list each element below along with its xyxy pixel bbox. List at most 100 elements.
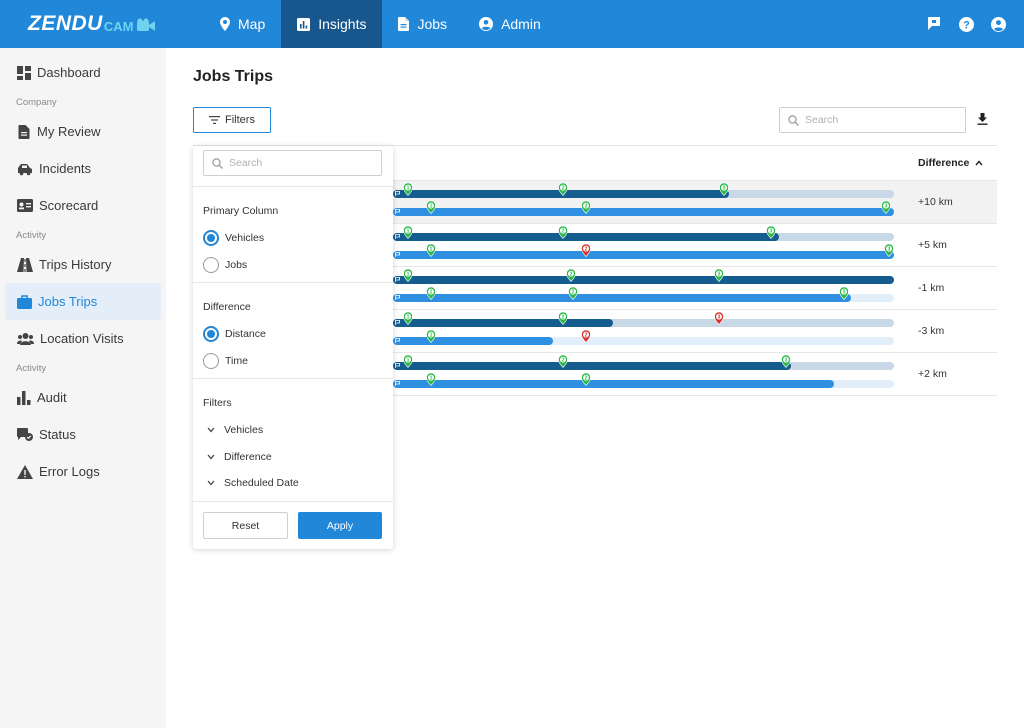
stop-marker-icon[interactable]: 1 xyxy=(425,201,436,214)
radio-vehicles[interactable]: Vehicles xyxy=(203,230,264,246)
stop-marker-icon[interactable]: 1 xyxy=(403,226,413,239)
table-row[interactable]: 1 2 3 1 2 3 +5 km xyxy=(193,224,997,267)
chevron-down-icon xyxy=(207,480,215,486)
briefcase-icon xyxy=(17,294,32,309)
filter-group-label: Vehicles xyxy=(224,424,264,436)
radio-circle xyxy=(203,230,219,246)
nav-map[interactable]: Map xyxy=(204,0,281,48)
stop-marker-icon[interactable]: 2 xyxy=(581,201,591,214)
sidebar-item-label: Scorecard xyxy=(39,198,99,213)
reset-button[interactable]: Reset xyxy=(203,512,288,539)
sidebar-item-location-visits[interactable]: Location Visits xyxy=(0,320,166,357)
svg-text:3: 3 xyxy=(785,357,788,363)
flag-icon[interactable] xyxy=(926,12,942,36)
radio-label: Distance xyxy=(225,328,266,340)
stop-marker-icon[interactable]: 2 xyxy=(558,312,569,325)
dashboard-icon xyxy=(17,65,31,80)
svg-text:2: 2 xyxy=(584,246,587,252)
apply-button[interactable]: Apply xyxy=(298,512,382,539)
nav-insights-label: Insights xyxy=(318,16,367,32)
nav-admin-label: Admin xyxy=(501,16,541,32)
svg-text:2: 2 xyxy=(562,228,565,234)
sidebar-item-jobs-trips[interactable]: Jobs Trips xyxy=(5,283,161,320)
stop-marker-icon[interactable]: 3 xyxy=(713,269,724,282)
stop-marker-icon[interactable]: 2 xyxy=(558,183,569,196)
stop-marker-icon[interactable]: 3 xyxy=(713,312,724,325)
radio-jobs[interactable]: Jobs xyxy=(203,257,247,273)
stop-marker-icon[interactable]: 1 xyxy=(403,312,413,325)
filters-title: Filters xyxy=(203,397,232,409)
svg-text:3: 3 xyxy=(888,246,891,252)
road-icon xyxy=(17,257,33,272)
stop-marker-icon[interactable]: 2 xyxy=(581,330,591,343)
stop-marker-icon[interactable]: 3 xyxy=(718,183,729,196)
sidebar-item-label: Error Logs xyxy=(39,464,100,479)
stop-marker-icon[interactable]: 2 xyxy=(581,373,591,386)
search-input[interactable] xyxy=(805,114,945,126)
radio-distance[interactable]: Distance xyxy=(203,326,266,342)
radio-time[interactable]: Time xyxy=(203,353,248,369)
sidebar-item-my-review[interactable]: My Review xyxy=(0,113,166,150)
table-row[interactable]: 1 2 3 1 2 -3 km xyxy=(193,310,997,353)
sidebar-item-trips-history[interactable]: Trips History xyxy=(0,246,166,283)
difference-value: -3 km xyxy=(918,325,945,337)
primary-column-section: Primary Column Vehicles Jobs xyxy=(193,186,393,283)
stop-marker-icon[interactable]: 1 xyxy=(425,244,436,257)
download-icon[interactable] xyxy=(977,112,988,130)
sidebar-item-status[interactable]: Status xyxy=(0,416,166,453)
nav-admin[interactable]: Admin xyxy=(463,0,557,48)
brand-logo[interactable]: ZENDU CAM xyxy=(28,12,156,35)
stop-marker-icon[interactable]: 2 xyxy=(558,226,569,239)
filter-group-difference[interactable]: Difference xyxy=(207,451,272,463)
actual-progress-fill xyxy=(393,294,852,302)
stop-marker-icon[interactable]: 3 xyxy=(766,226,777,239)
stop-marker-icon[interactable]: 1 xyxy=(403,183,413,196)
table-row[interactable]: 1 2 3 1 2 3 -1 km xyxy=(193,267,997,310)
filter-group-label: Difference xyxy=(224,451,272,463)
actual-route-bar: 1 2 3 xyxy=(393,244,894,259)
chevron-down-icon xyxy=(207,454,215,460)
sidebar-item-incidents[interactable]: Incidents xyxy=(0,150,166,187)
difference-value: -1 km xyxy=(918,282,945,294)
stop-marker-icon[interactable]: 1 xyxy=(425,330,436,343)
stop-marker-icon[interactable]: 3 xyxy=(884,244,894,257)
difference-value: +2 km xyxy=(918,368,947,380)
table-row[interactable]: 1 2 3 1 2 +2 km xyxy=(193,353,997,396)
stop-marker-icon[interactable]: 3 xyxy=(881,201,892,214)
stop-marker-icon[interactable]: 1 xyxy=(425,373,436,386)
stop-marker-icon[interactable]: 2 xyxy=(581,244,591,257)
filter-group-vehicles[interactable]: Vehicles xyxy=(207,424,263,436)
primary-column-title: Primary Column xyxy=(203,205,279,217)
stop-marker-icon[interactable]: 2 xyxy=(558,355,569,368)
start-flag-icon xyxy=(395,191,400,196)
bar-chart-icon xyxy=(297,17,311,31)
filter-search-input[interactable] xyxy=(229,157,369,169)
stop-marker-icon[interactable]: 1 xyxy=(403,269,413,282)
sidebar-item-audit[interactable]: Audit xyxy=(0,379,166,416)
difference-section: Difference Distance Time xyxy=(193,282,393,379)
difference-title: Difference xyxy=(203,301,251,313)
stop-marker-icon[interactable]: 3 xyxy=(839,287,849,300)
account-icon[interactable] xyxy=(990,12,1006,36)
filters-button[interactable]: Filters xyxy=(193,107,271,133)
svg-text:3: 3 xyxy=(885,203,888,209)
warning-icon xyxy=(17,464,33,479)
difference-column-header[interactable]: Difference xyxy=(918,157,983,169)
nav-jobs[interactable]: Jobs xyxy=(382,0,463,48)
svg-text:2: 2 xyxy=(569,271,572,277)
sidebar-item-scorecard[interactable]: Scorecard xyxy=(0,187,166,224)
help-icon[interactable]: ? xyxy=(958,12,974,36)
stop-marker-icon[interactable]: 3 xyxy=(781,355,792,368)
stop-marker-icon[interactable]: 2 xyxy=(568,287,579,300)
start-flag-icon xyxy=(395,363,400,368)
nav-insights[interactable]: Insights xyxy=(281,0,383,48)
stop-marker-icon[interactable]: 1 xyxy=(425,287,436,300)
sidebar-item-error-logs[interactable]: Error Logs xyxy=(0,453,166,490)
stop-marker-icon[interactable]: 2 xyxy=(566,269,576,282)
planned-progress-fill xyxy=(393,362,792,370)
filter-group-scheduled-date[interactable]: Scheduled Date xyxy=(207,477,299,489)
stop-marker-icon[interactable]: 1 xyxy=(403,355,413,368)
sidebar-item-dashboard[interactable]: Dashboard xyxy=(0,54,166,91)
start-flag-icon xyxy=(395,277,400,282)
